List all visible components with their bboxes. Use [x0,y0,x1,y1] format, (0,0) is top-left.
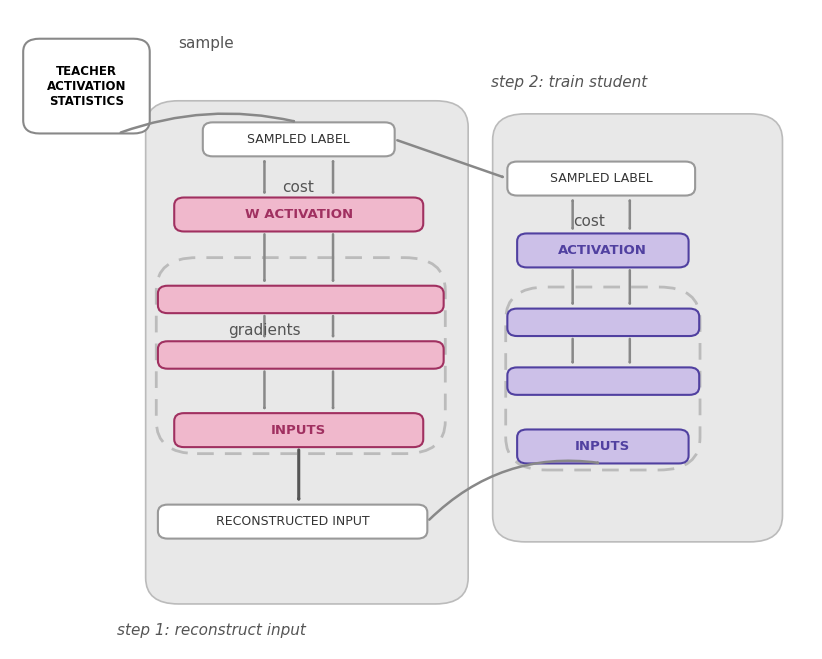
FancyBboxPatch shape [492,114,783,542]
Text: gradients: gradients [228,324,300,338]
FancyBboxPatch shape [517,233,689,268]
FancyBboxPatch shape [507,161,695,196]
Text: TEACHER
ACTIVATION
STATISTICS: TEACHER ACTIVATION STATISTICS [47,65,127,107]
FancyBboxPatch shape [203,123,395,156]
FancyBboxPatch shape [145,101,469,604]
Text: step 2: train student: step 2: train student [491,75,647,90]
Text: sample: sample [178,36,234,51]
FancyBboxPatch shape [158,286,444,313]
FancyBboxPatch shape [158,341,444,368]
Text: cost: cost [573,214,605,229]
Text: W ACTIVATION: W ACTIVATION [245,208,353,221]
Text: INPUTS: INPUTS [271,424,326,437]
Text: cost: cost [283,180,314,195]
FancyBboxPatch shape [174,413,423,447]
FancyBboxPatch shape [23,39,150,134]
FancyBboxPatch shape [517,430,689,463]
Text: step 1: reconstruct input: step 1: reconstruct input [117,623,306,638]
Text: SAMPLED LABEL: SAMPLED LABEL [247,133,350,146]
Text: INPUTS: INPUTS [575,440,630,453]
Text: RECONSTRUCTED INPUT: RECONSTRUCTED INPUT [216,515,369,528]
FancyBboxPatch shape [507,308,700,336]
FancyBboxPatch shape [507,368,700,395]
Text: SAMPLED LABEL: SAMPLED LABEL [550,172,653,185]
FancyBboxPatch shape [174,198,423,231]
FancyBboxPatch shape [158,505,427,538]
Text: ACTIVATION: ACTIVATION [558,244,647,257]
